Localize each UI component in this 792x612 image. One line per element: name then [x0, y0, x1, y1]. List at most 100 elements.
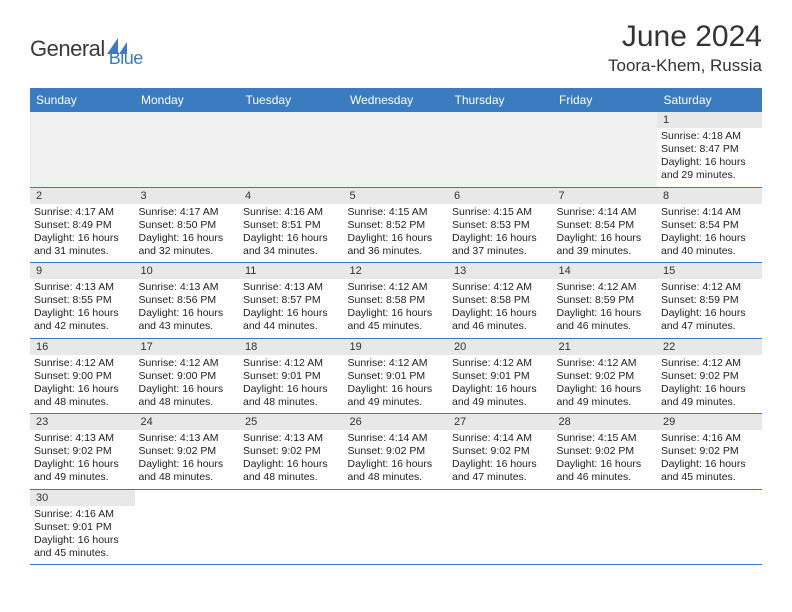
weekday-header-row: Sunday Monday Tuesday Wednesday Thursday…: [30, 88, 762, 112]
day-info: Sunrise: 4:13 AMSunset: 8:57 PMDaylight:…: [239, 279, 344, 338]
month-title: June 2024: [608, 20, 762, 54]
day-number: 15: [657, 263, 762, 279]
day-info: Sunrise: 4:16 AMSunset: 8:51 PMDaylight:…: [239, 204, 344, 263]
calendar-cell: 23Sunrise: 4:13 AMSunset: 9:02 PMDayligh…: [30, 414, 135, 490]
calendar-row: 9Sunrise: 4:13 AMSunset: 8:55 PMDaylight…: [30, 263, 762, 339]
day-number: 25: [239, 414, 344, 430]
weekday-header: Tuesday: [239, 88, 344, 112]
day-info: Sunrise: 4:12 AMSunset: 8:59 PMDaylight:…: [553, 279, 658, 338]
calendar-row: 1Sunrise: 4:18 AMSunset: 8:47 PMDaylight…: [30, 112, 762, 187]
location: Toora-Khem, Russia: [608, 56, 762, 76]
calendar-cell: 30Sunrise: 4:16 AMSunset: 9:01 PMDayligh…: [30, 489, 135, 565]
day-number: 18: [239, 339, 344, 355]
calendar-cell: 2Sunrise: 4:17 AMSunset: 8:49 PMDaylight…: [30, 187, 135, 263]
calendar-cell: 22Sunrise: 4:12 AMSunset: 9:02 PMDayligh…: [657, 338, 762, 414]
calendar-cell: 4Sunrise: 4:16 AMSunset: 8:51 PMDaylight…: [239, 187, 344, 263]
calendar-cell: 10Sunrise: 4:13 AMSunset: 8:56 PMDayligh…: [135, 263, 240, 339]
calendar-cell: [344, 112, 449, 187]
day-number: 10: [135, 263, 240, 279]
day-number: 24: [135, 414, 240, 430]
day-number: 28: [553, 414, 658, 430]
calendar-cell: 29Sunrise: 4:16 AMSunset: 9:02 PMDayligh…: [657, 414, 762, 490]
calendar-cell: 13Sunrise: 4:12 AMSunset: 8:58 PMDayligh…: [448, 263, 553, 339]
day-info: Sunrise: 4:13 AMSunset: 8:56 PMDaylight:…: [135, 279, 240, 338]
calendar-cell: [448, 112, 553, 187]
day-info: Sunrise: 4:12 AMSunset: 8:58 PMDaylight:…: [344, 279, 449, 338]
day-number: 27: [448, 414, 553, 430]
day-info: Sunrise: 4:12 AMSunset: 9:01 PMDaylight:…: [448, 355, 553, 414]
calendar-cell: [30, 112, 135, 187]
weekday-header: Thursday: [448, 88, 553, 112]
calendar-cell: 16Sunrise: 4:12 AMSunset: 9:00 PMDayligh…: [30, 338, 135, 414]
day-number: 14: [553, 263, 658, 279]
calendar-cell: 25Sunrise: 4:13 AMSunset: 9:02 PMDayligh…: [239, 414, 344, 490]
calendar-cell: [448, 489, 553, 565]
day-number: 29: [657, 414, 762, 430]
calendar-cell: 28Sunrise: 4:15 AMSunset: 9:02 PMDayligh…: [553, 414, 658, 490]
day-number: 9: [30, 263, 135, 279]
weekday-header: Friday: [553, 88, 658, 112]
day-info: Sunrise: 4:12 AMSunset: 9:00 PMDaylight:…: [30, 355, 135, 414]
day-info: Sunrise: 4:13 AMSunset: 9:02 PMDaylight:…: [135, 430, 240, 489]
calendar-cell: [553, 489, 658, 565]
calendar-row: 30Sunrise: 4:16 AMSunset: 9:01 PMDayligh…: [30, 489, 762, 565]
day-number: 22: [657, 339, 762, 355]
day-info: Sunrise: 4:18 AMSunset: 8:47 PMDaylight:…: [657, 128, 762, 187]
calendar-cell: 18Sunrise: 4:12 AMSunset: 9:01 PMDayligh…: [239, 338, 344, 414]
calendar-cell: 8Sunrise: 4:14 AMSunset: 8:54 PMDaylight…: [657, 187, 762, 263]
calendar-cell: [135, 489, 240, 565]
calendar-cell: 24Sunrise: 4:13 AMSunset: 9:02 PMDayligh…: [135, 414, 240, 490]
calendar-cell: 14Sunrise: 4:12 AMSunset: 8:59 PMDayligh…: [553, 263, 658, 339]
day-number: 30: [30, 490, 135, 506]
logo-text-general: General: [30, 36, 105, 62]
calendar-cell: [553, 112, 658, 187]
day-number: 19: [344, 339, 449, 355]
title-block: June 2024 Toora-Khem, Russia: [608, 20, 762, 76]
day-number: 21: [553, 339, 658, 355]
calendar-cell: 11Sunrise: 4:13 AMSunset: 8:57 PMDayligh…: [239, 263, 344, 339]
calendar-table: Sunday Monday Tuesday Wednesday Thursday…: [30, 88, 762, 565]
calendar-cell: 9Sunrise: 4:13 AMSunset: 8:55 PMDaylight…: [30, 263, 135, 339]
day-info: Sunrise: 4:15 AMSunset: 8:52 PMDaylight:…: [344, 204, 449, 263]
day-number: 11: [239, 263, 344, 279]
day-number: 23: [30, 414, 135, 430]
weekday-header: Monday: [135, 88, 240, 112]
calendar-cell: 6Sunrise: 4:15 AMSunset: 8:53 PMDaylight…: [448, 187, 553, 263]
day-number: 5: [344, 188, 449, 204]
weekday-header: Wednesday: [344, 88, 449, 112]
calendar-cell: 3Sunrise: 4:17 AMSunset: 8:50 PMDaylight…: [135, 187, 240, 263]
calendar-cell: 15Sunrise: 4:12 AMSunset: 8:59 PMDayligh…: [657, 263, 762, 339]
calendar-cell: [239, 489, 344, 565]
day-number: 6: [448, 188, 553, 204]
day-info: Sunrise: 4:13 AMSunset: 9:02 PMDaylight:…: [30, 430, 135, 489]
logo-text-blue: Blue: [109, 48, 143, 69]
day-number: 4: [239, 188, 344, 204]
day-info: Sunrise: 4:14 AMSunset: 9:02 PMDaylight:…: [448, 430, 553, 489]
calendar-row: 2Sunrise: 4:17 AMSunset: 8:49 PMDaylight…: [30, 187, 762, 263]
day-number: 3: [135, 188, 240, 204]
calendar-cell: 12Sunrise: 4:12 AMSunset: 8:58 PMDayligh…: [344, 263, 449, 339]
day-info: Sunrise: 4:13 AMSunset: 9:02 PMDaylight:…: [239, 430, 344, 489]
calendar-cell: 1Sunrise: 4:18 AMSunset: 8:47 PMDaylight…: [657, 112, 762, 187]
logo: General Blue: [30, 28, 143, 69]
calendar-cell: 5Sunrise: 4:15 AMSunset: 8:52 PMDaylight…: [344, 187, 449, 263]
day-info: Sunrise: 4:12 AMSunset: 9:02 PMDaylight:…: [553, 355, 658, 414]
day-info: Sunrise: 4:14 AMSunset: 8:54 PMDaylight:…: [553, 204, 658, 263]
calendar-cell: 19Sunrise: 4:12 AMSunset: 9:01 PMDayligh…: [344, 338, 449, 414]
day-info: Sunrise: 4:16 AMSunset: 9:02 PMDaylight:…: [657, 430, 762, 489]
day-number: 12: [344, 263, 449, 279]
calendar-row: 23Sunrise: 4:13 AMSunset: 9:02 PMDayligh…: [30, 414, 762, 490]
calendar-cell: 7Sunrise: 4:14 AMSunset: 8:54 PMDaylight…: [553, 187, 658, 263]
calendar-cell: [657, 489, 762, 565]
day-number: 17: [135, 339, 240, 355]
day-info: Sunrise: 4:12 AMSunset: 8:58 PMDaylight:…: [448, 279, 553, 338]
day-info: Sunrise: 4:12 AMSunset: 9:01 PMDaylight:…: [344, 355, 449, 414]
day-number: 26: [344, 414, 449, 430]
calendar-cell: 26Sunrise: 4:14 AMSunset: 9:02 PMDayligh…: [344, 414, 449, 490]
day-number: 1: [657, 112, 762, 128]
day-info: Sunrise: 4:14 AMSunset: 8:54 PMDaylight:…: [657, 204, 762, 263]
day-info: Sunrise: 4:12 AMSunset: 9:00 PMDaylight:…: [135, 355, 240, 414]
calendar-row: 16Sunrise: 4:12 AMSunset: 9:00 PMDayligh…: [30, 338, 762, 414]
calendar-cell: 27Sunrise: 4:14 AMSunset: 9:02 PMDayligh…: [448, 414, 553, 490]
day-info: Sunrise: 4:15 AMSunset: 9:02 PMDaylight:…: [553, 430, 658, 489]
